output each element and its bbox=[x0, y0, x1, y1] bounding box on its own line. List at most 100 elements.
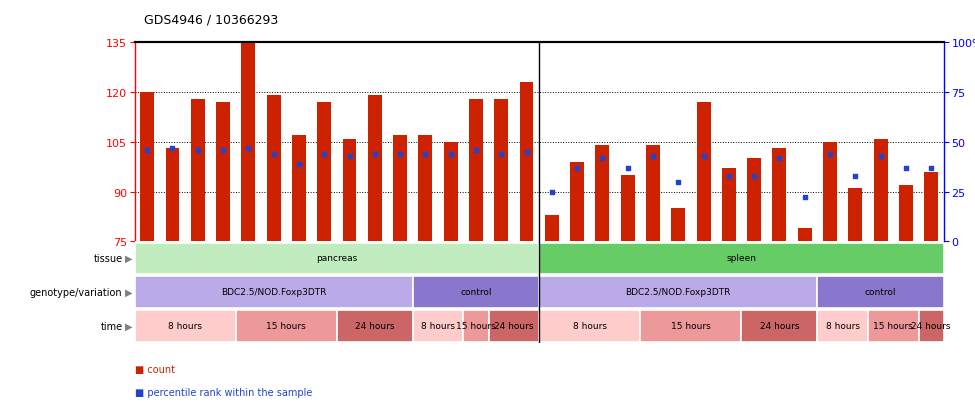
Point bbox=[468, 147, 484, 154]
Bar bbox=[494, 100, 508, 242]
Bar bbox=[539, 311, 641, 342]
Bar bbox=[539, 243, 944, 274]
Bar bbox=[772, 149, 787, 242]
Text: 24 hours: 24 hours bbox=[912, 321, 951, 330]
Text: 24 hours: 24 hours bbox=[760, 321, 799, 330]
Point bbox=[190, 147, 206, 154]
Bar bbox=[596, 146, 609, 242]
Point bbox=[797, 195, 812, 201]
Bar bbox=[444, 142, 457, 242]
Bar bbox=[899, 185, 913, 242]
Bar bbox=[135, 243, 539, 274]
Bar bbox=[747, 159, 761, 242]
Bar bbox=[741, 311, 817, 342]
Bar bbox=[342, 139, 357, 242]
Text: 8 hours: 8 hours bbox=[572, 321, 606, 330]
Bar bbox=[418, 136, 432, 242]
Text: 15 hours: 15 hours bbox=[874, 321, 914, 330]
Text: 15 hours: 15 hours bbox=[266, 321, 306, 330]
Point bbox=[292, 161, 307, 168]
Point bbox=[746, 173, 761, 180]
Bar bbox=[317, 103, 332, 242]
Point bbox=[139, 147, 155, 154]
Bar bbox=[166, 149, 179, 242]
Bar bbox=[292, 136, 306, 242]
Text: pancreas: pancreas bbox=[316, 253, 358, 262]
Bar bbox=[267, 96, 281, 242]
Text: time: time bbox=[100, 321, 123, 331]
Bar bbox=[488, 311, 539, 342]
Bar bbox=[874, 139, 887, 242]
Text: 15 hours: 15 hours bbox=[671, 321, 711, 330]
Point bbox=[165, 145, 180, 152]
Point bbox=[722, 173, 737, 180]
Point bbox=[671, 179, 686, 185]
Point bbox=[519, 149, 534, 156]
Bar bbox=[868, 311, 918, 342]
Point bbox=[443, 151, 458, 158]
Bar bbox=[412, 277, 539, 308]
Bar bbox=[918, 311, 944, 342]
Text: 8 hours: 8 hours bbox=[826, 321, 860, 330]
Text: BDC2.5/NOD.Foxp3DTR: BDC2.5/NOD.Foxp3DTR bbox=[221, 287, 327, 296]
Bar bbox=[520, 83, 533, 242]
Bar bbox=[140, 93, 154, 242]
Point bbox=[595, 155, 610, 161]
Point bbox=[341, 153, 357, 160]
Text: ▶: ▶ bbox=[125, 321, 133, 331]
Bar bbox=[621, 176, 635, 242]
Point bbox=[317, 151, 332, 158]
Bar bbox=[570, 162, 584, 242]
Text: ■ count: ■ count bbox=[135, 364, 175, 374]
Point bbox=[696, 153, 712, 160]
Point bbox=[645, 153, 661, 160]
Point bbox=[771, 155, 787, 161]
Text: BDC2.5/NOD.Foxp3DTR: BDC2.5/NOD.Foxp3DTR bbox=[626, 287, 731, 296]
Point bbox=[569, 165, 585, 171]
Point bbox=[620, 165, 636, 171]
Bar bbox=[646, 146, 660, 242]
Point bbox=[544, 189, 560, 195]
Point bbox=[241, 145, 256, 152]
Bar bbox=[798, 228, 811, 242]
Text: control: control bbox=[865, 287, 896, 296]
Bar bbox=[539, 277, 817, 308]
Bar bbox=[393, 136, 407, 242]
Bar bbox=[672, 209, 685, 242]
Bar bbox=[641, 311, 741, 342]
Text: spleen: spleen bbox=[726, 253, 757, 262]
Text: control: control bbox=[460, 287, 491, 296]
Point bbox=[923, 165, 939, 171]
Text: 24 hours: 24 hours bbox=[494, 321, 533, 330]
Bar bbox=[469, 100, 483, 242]
Bar bbox=[848, 189, 862, 242]
Text: 15 hours: 15 hours bbox=[456, 321, 496, 330]
Text: genotype/variation: genotype/variation bbox=[30, 287, 123, 297]
Bar bbox=[236, 311, 337, 342]
Point bbox=[822, 151, 838, 158]
Bar bbox=[696, 103, 711, 242]
Bar bbox=[412, 311, 463, 342]
Text: ■ percentile rank within the sample: ■ percentile rank within the sample bbox=[135, 387, 312, 396]
Point bbox=[873, 153, 888, 160]
Point bbox=[417, 151, 433, 158]
Point bbox=[215, 147, 231, 154]
Bar bbox=[216, 103, 230, 242]
Text: ▶: ▶ bbox=[125, 254, 133, 263]
Bar bbox=[368, 96, 382, 242]
Point bbox=[367, 151, 382, 158]
Bar bbox=[722, 169, 736, 242]
Bar bbox=[463, 311, 488, 342]
Text: 8 hours: 8 hours bbox=[168, 321, 202, 330]
Point bbox=[266, 151, 282, 158]
Text: GDS4946 / 10366293: GDS4946 / 10366293 bbox=[144, 14, 279, 27]
Text: ▶: ▶ bbox=[125, 287, 133, 297]
Text: 8 hours: 8 hours bbox=[421, 321, 455, 330]
Bar bbox=[817, 277, 944, 308]
Text: 24 hours: 24 hours bbox=[355, 321, 395, 330]
Bar bbox=[823, 142, 837, 242]
Bar bbox=[135, 311, 236, 342]
Bar bbox=[191, 100, 205, 242]
Point bbox=[898, 165, 914, 171]
Bar bbox=[817, 311, 868, 342]
